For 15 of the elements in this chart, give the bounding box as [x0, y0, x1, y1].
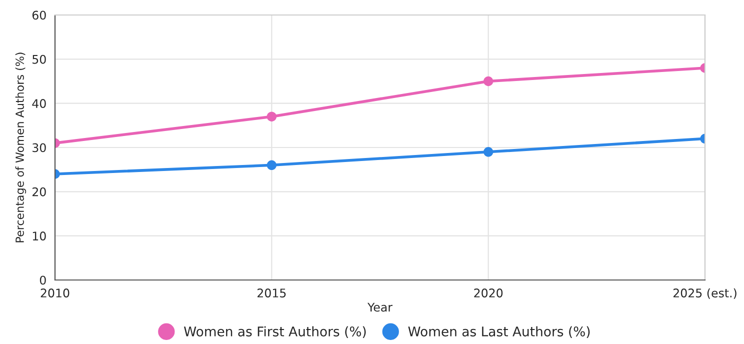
x-tick-label: 2020	[474, 288, 503, 298]
y-tick-label: 50	[32, 54, 46, 64]
y-tick-label: 60	[32, 10, 46, 20]
y-tick-label: 0	[40, 276, 46, 285]
y-tick-label: 10	[32, 232, 46, 240]
y-tick-label: 20	[32, 187, 46, 196]
y-axis-title: Percentage of Women Authors (%)	[15, 52, 26, 242]
x-tick-label: 2010	[40, 288, 70, 298]
x-tick-label: 2015	[258, 288, 286, 298]
legend-label: Women as Last Authors (%)	[408, 326, 590, 338]
legend-label: Women as First Authors (%)	[184, 326, 366, 338]
x-tick-label: 2025 (est.)	[673, 288, 736, 299]
x-axis-title: Year	[367, 302, 392, 312]
y-tick-label: 30	[32, 143, 46, 152]
y-tick-label: 40	[32, 99, 46, 108]
